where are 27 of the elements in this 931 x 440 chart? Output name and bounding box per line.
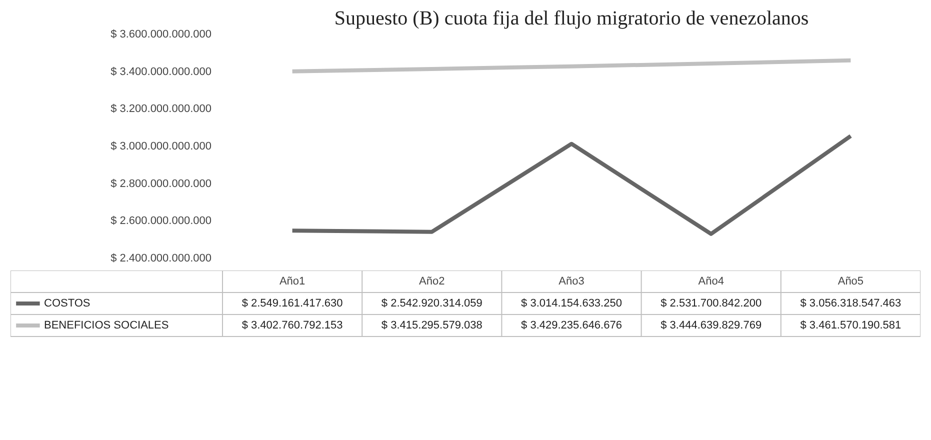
- legend-label: COSTOS: [44, 298, 90, 310]
- data-label: $ 2.531.700.842.200: [660, 298, 762, 310]
- data-label: $ 3.429.235.646.676: [521, 320, 622, 332]
- chart-title: Supuesto (B) cuota fija del flujo migratorio de venezolanos: [334, 8, 809, 30]
- y-tick-label: $ 3.600.000.000.000: [110, 28, 212, 40]
- y-tick-label: $ 3.200.000.000.000: [110, 103, 212, 116]
- line-series: [290, 134, 853, 236]
- data-label: $ 3.014.154.633.250: [521, 298, 622, 310]
- data-label: $ 3.461.570.190.581: [800, 320, 902, 332]
- x-tick-label: Año1: [279, 276, 306, 288]
- data-label: $ 3.056.318.547.463: [800, 298, 902, 310]
- data-label: $ 3.415.295.579.038: [381, 320, 482, 332]
- y-tick-label: $ 2.400.000.000.000: [110, 252, 212, 264]
- x-tick-label: Año2: [419, 276, 445, 288]
- data-label: $ 2.542.920.314.059: [381, 298, 482, 310]
- data-label: $ 3.444.639.829.769: [660, 320, 762, 332]
- data-label: $ 3.402.760.792.153: [242, 320, 343, 332]
- y-tick-label: $ 2.600.000.000.000: [110, 215, 212, 228]
- x-tick-label: Año5: [838, 276, 864, 288]
- y-tick-label: $ 3.400.000.000.000: [110, 66, 212, 78]
- y-tick-label: $ 2.800.000.000.000: [110, 178, 212, 190]
- x-tick-label: Año3: [558, 276, 584, 288]
- x-tick-label: Año4: [698, 276, 724, 288]
- y-tick-label: $ 3.000.000.000.000: [110, 140, 212, 152]
- data-label: $ 2.549.161.417.630: [242, 298, 343, 310]
- line-series: [290, 58, 853, 74]
- legend-label: BENEFICIOS SOCIALES: [44, 320, 169, 332]
